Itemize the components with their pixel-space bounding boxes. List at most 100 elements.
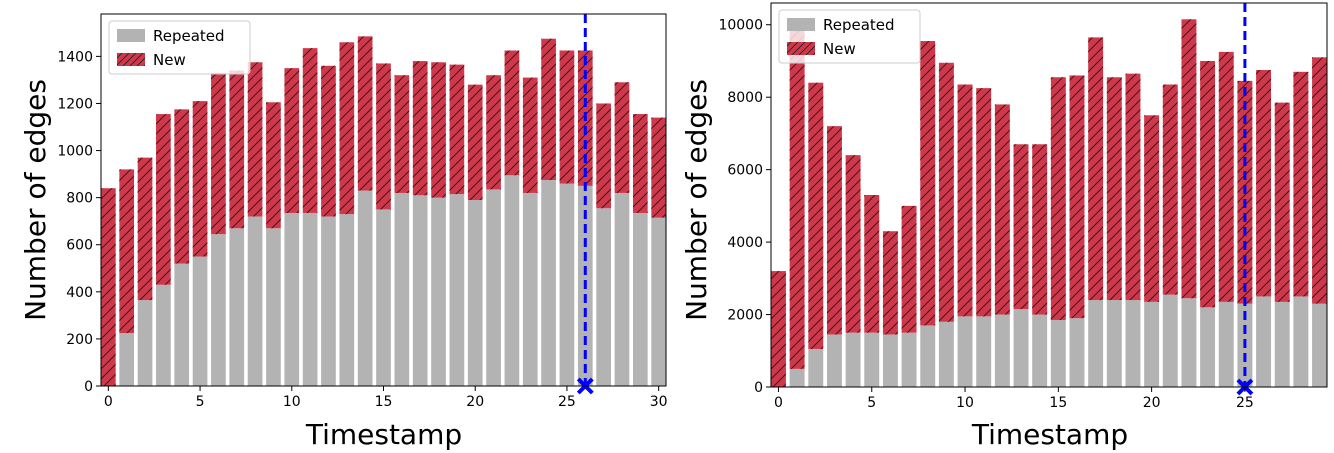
right-bar-repeated-19 [1125,300,1141,387]
right-bar-repeated-2 [808,348,824,387]
left-bar-new-hatch-29 [632,114,648,213]
left-bar-repeated-23 [522,192,538,386]
right-bar-new-hatch-9 [938,62,954,322]
right-bar-new-hatch-4 [845,155,861,333]
right-bar-repeated-18 [1106,300,1122,387]
left-xtick-label: 10 [283,394,301,410]
right-bar-new-hatch-3 [826,126,842,335]
left-bar-new-hatch-15 [376,63,391,210]
left-ytick-label: 600 [66,238,93,254]
right-bar-new-hatch-7 [901,205,917,333]
left-bar-new-hatch-2 [137,157,153,301]
left-bar-new-hatch-6 [211,72,226,235]
left-bar-repeated-25 [559,183,575,386]
right-legend: Repeated New [778,9,921,64]
left-ytick-label: 1200 [57,96,93,112]
left-bar-new-hatch-11 [302,48,318,213]
right-bar-new-hatch-14 [1032,144,1048,315]
right-bar-repeated-24 [1218,301,1234,387]
left-bar-repeated-28 [614,192,630,386]
left-xlabel: Timestamp [305,418,462,451]
left-bar-new-hatch-14 [357,36,373,191]
chart-right: 0 5 10 15 20 25 0 2000 4000 6000 8000 10000 Repeated… [718,2,1328,411]
right-bar-repeated-14 [1032,314,1048,387]
right-xlabel: Timestamp [971,418,1128,451]
right-legend-label-new: New [823,40,856,58]
right-bar-new-hatch-13 [1013,144,1029,310]
left-bar-repeated-11 [302,212,318,386]
right-bar-repeated-3 [826,334,842,387]
right-legend-swatch-repeated [787,18,815,31]
right-bar-new-hatch-29 [1312,57,1327,304]
right-bar-new-hatch-10 [957,84,973,317]
right-bar-new-hatch-27 [1274,102,1290,302]
left-bar-new-hatch-22 [504,50,520,176]
left-xtick-label: 15 [375,394,393,410]
right-legend-label-repeated: Repeated [823,16,895,34]
right-ytick-label: 10000 [718,18,763,34]
right-bar-repeated-22 [1181,298,1197,387]
right-bar-new-hatch-18 [1106,77,1122,301]
right-bar-repeated-21 [1162,294,1178,387]
left-bar-new-hatch-9 [266,102,281,229]
left-bars [101,36,666,386]
right-ylabel: Number of edges [680,79,713,321]
right-bar-new-hatch-6 [882,231,898,335]
left-bar-repeated-22 [504,175,520,386]
right-bar-new-hatch-26 [1256,70,1272,297]
left-ytick-label: 1400 [57,49,93,65]
right-bar-repeated-9 [938,321,954,387]
left-bar-repeated-30 [651,217,666,386]
left-xtick-label: 20 [466,394,484,410]
left-bar-new-hatch-10 [284,68,300,213]
left-bar-repeated-27 [596,208,611,386]
left-ytick-label: 800 [66,191,93,207]
right-bar-repeated-20 [1144,301,1160,387]
right-bar-repeated-28 [1293,296,1309,387]
right-bar-new-hatch-8 [920,41,936,326]
left-bar-repeated-2 [137,300,153,386]
right-bar-new-hatch-1 [789,22,805,369]
left-bar-new-hatch-19 [449,64,465,195]
left-bar-repeated-18 [431,197,446,386]
left-xtick-label: 0 [104,394,113,410]
right-ytick-label: 4000 [727,235,763,251]
left-bar-repeated-5 [192,256,208,386]
right-ytick-label: 6000 [727,163,763,179]
left-bar-new-hatch-17 [412,61,428,196]
left-bar-new-hatch-25 [559,50,575,184]
right-bar-new-hatch-2 [808,82,824,349]
left-ytick-label: 0 [84,379,93,395]
left-bar-new-hatch-4 [174,109,190,264]
left-legend-label-repeated: Repeated [153,27,225,45]
left-xtick-label: 25 [558,394,576,410]
right-bar-repeated-10 [957,316,973,387]
right-ytick-label: 2000 [727,308,763,324]
left-bar-repeated-15 [376,209,391,386]
left-bar-repeated-17 [412,195,428,386]
right-xtick-label: 5 [867,395,876,411]
right-xtick-label: 10 [956,395,974,411]
left-ytick-label: 200 [66,332,93,348]
left-bar-new-hatch-13 [339,42,355,215]
right-bar-new-hatch-19 [1125,73,1141,301]
right-xtick-label: 20 [1143,395,1161,411]
left-bar-new-hatch-27 [596,103,611,209]
left-bar-repeated-21 [486,189,501,386]
left-bar-new-hatch-12 [321,65,336,217]
right-bar-repeated-17 [1088,300,1104,387]
left-bar-repeated-19 [449,194,465,386]
left-xtick-label: 30 [650,394,668,410]
left-legend-label-new: New [153,51,186,69]
left-bar-repeated-14 [357,190,373,386]
left-ytick-label: 1000 [57,144,93,160]
left-bar-new-hatch-5 [192,101,208,257]
right-bar-new-hatch-12 [994,104,1010,315]
left-bar-repeated-6 [211,234,226,386]
right-bars [771,19,1327,387]
left-bar-new-hatch-0 [101,188,116,386]
right-bar-repeated-26 [1256,296,1272,387]
right-bar-new-hatch-11 [976,88,992,317]
right-bar-repeated-15 [1050,319,1066,387]
left-bar-repeated-4 [174,263,190,386]
